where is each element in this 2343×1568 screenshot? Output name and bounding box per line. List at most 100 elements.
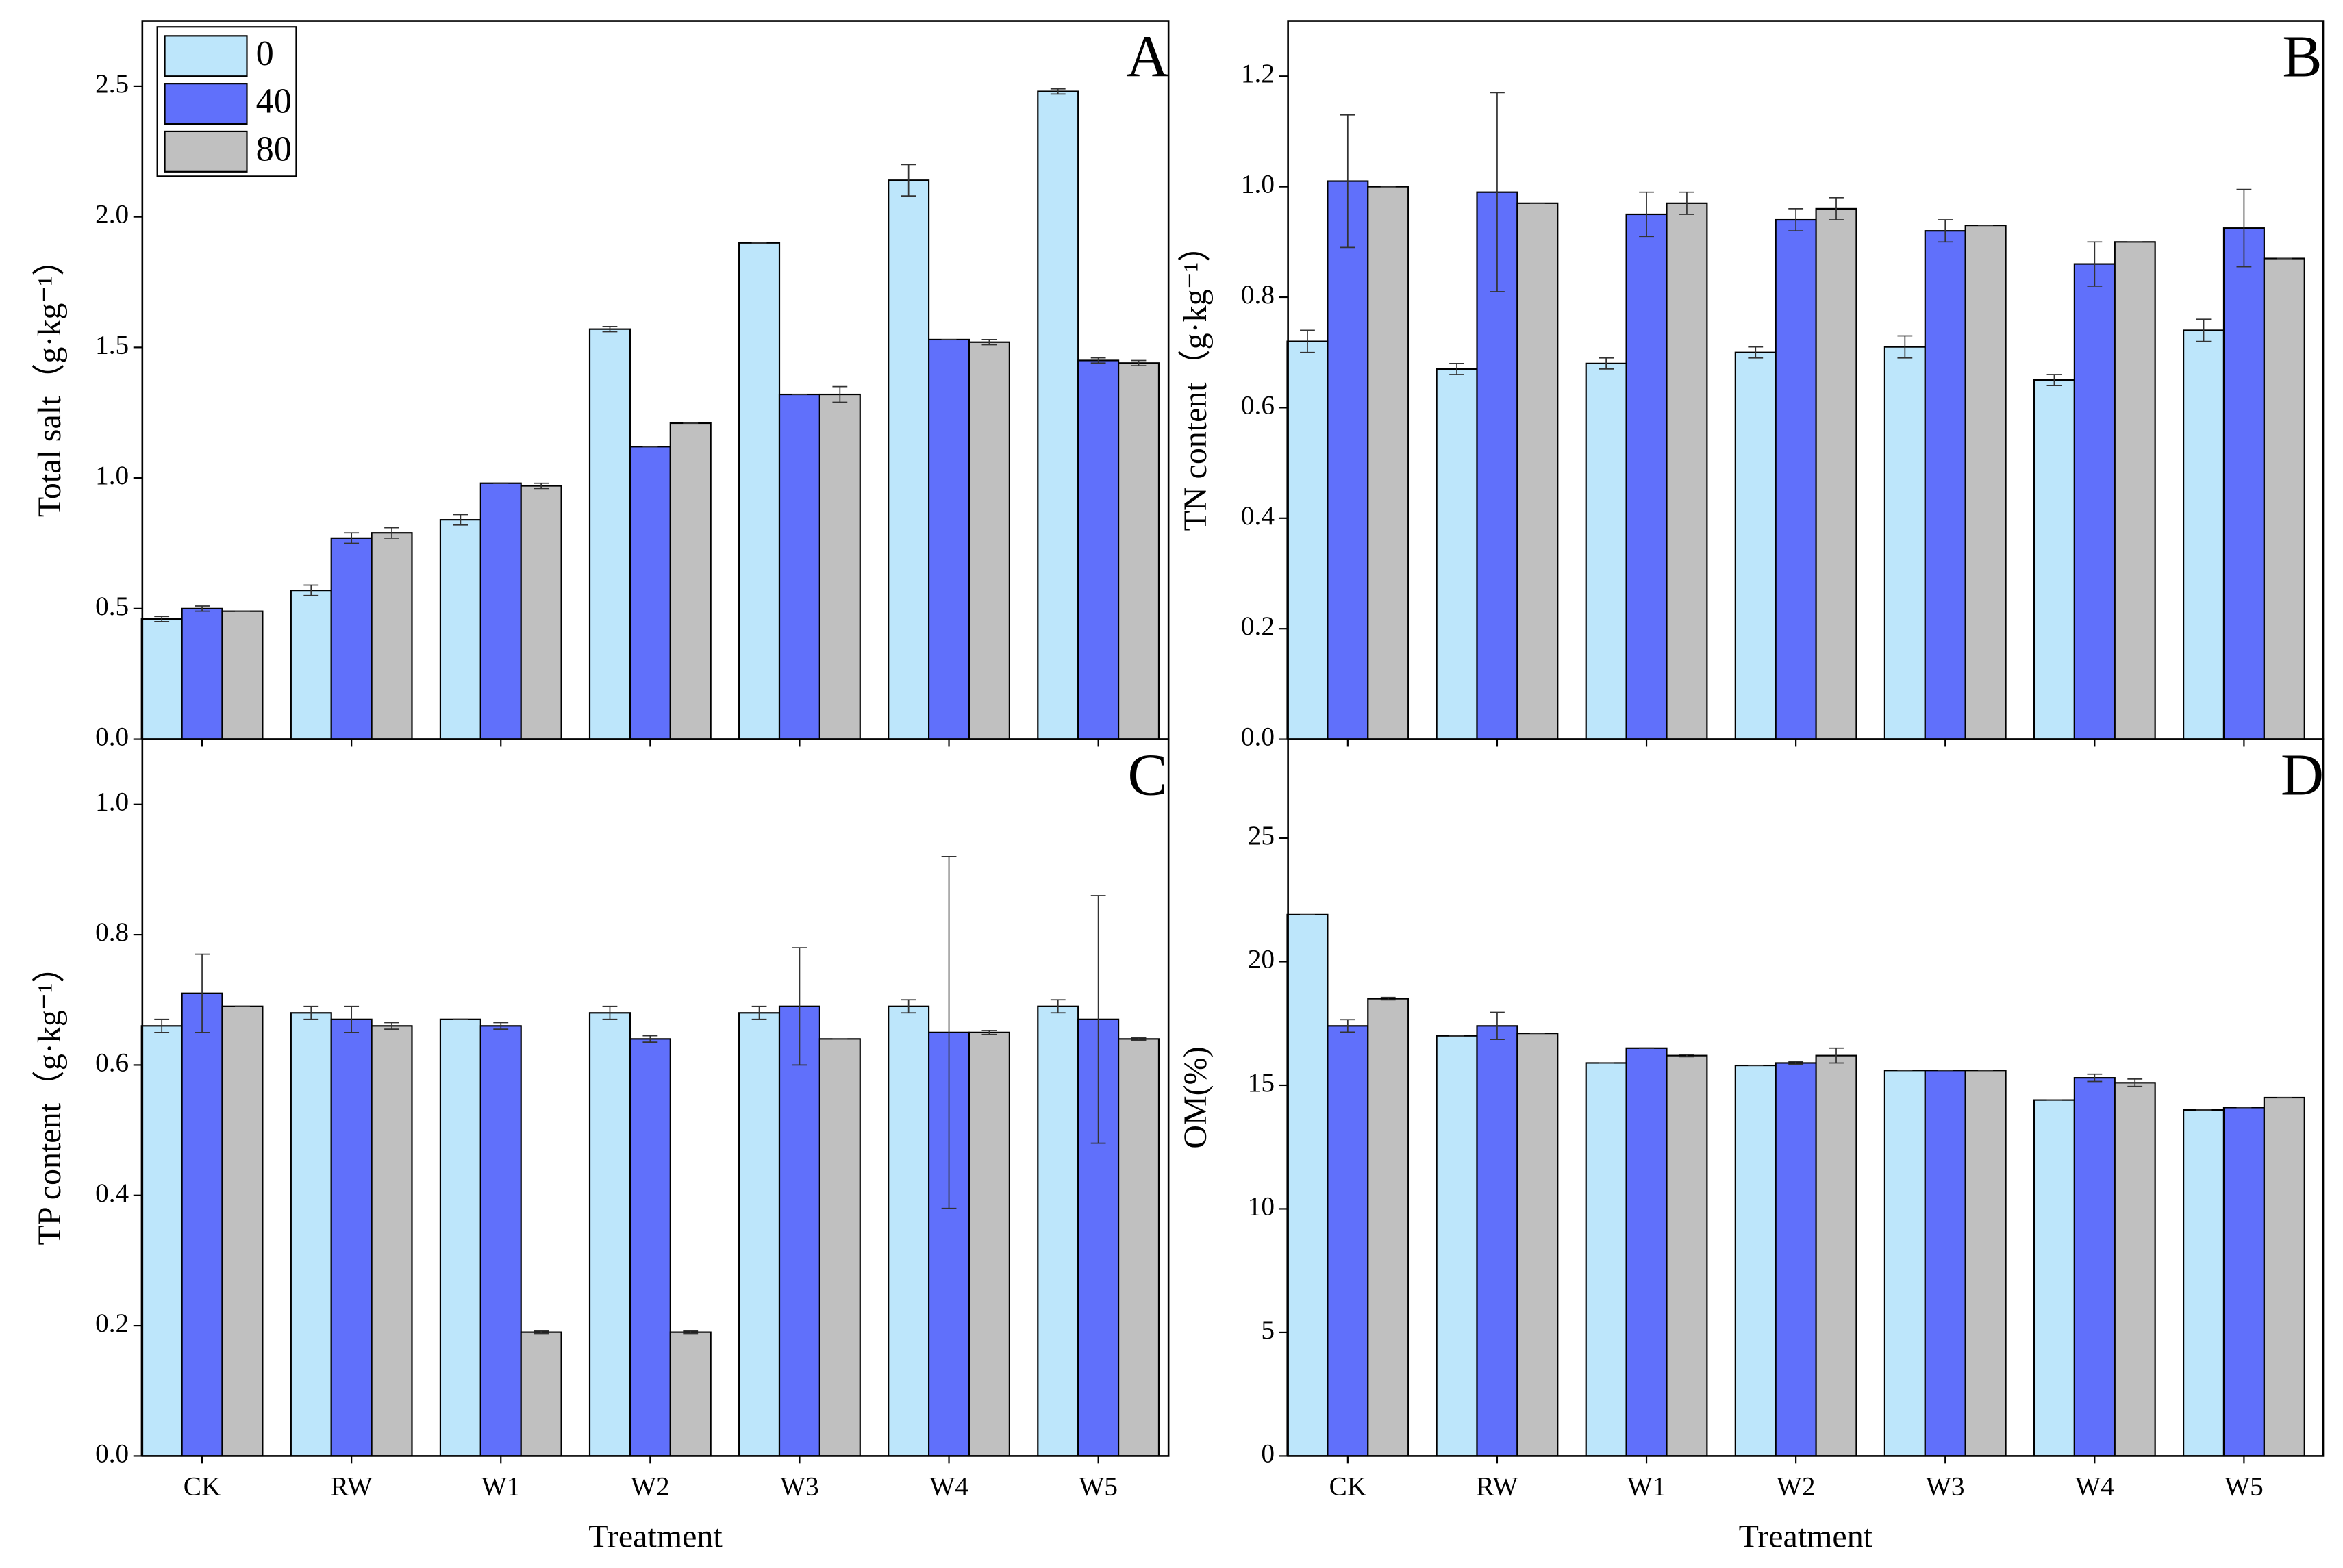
x-tick-label: W1: [1627, 1471, 1666, 1501]
bar: [2183, 329, 2225, 740]
error-bar: [792, 947, 807, 1066]
bar: [181, 992, 223, 1457]
y-tick-label: 0.5: [95, 592, 129, 621]
y-tick-label: 0.8: [1241, 280, 1275, 309]
bar: [290, 1012, 332, 1457]
y-tick-label: 1.2: [1241, 59, 1275, 88]
bar: [2222, 227, 2265, 740]
error-bar: [384, 1022, 399, 1030]
error-bar: [2127, 1078, 2143, 1087]
bar: [1666, 1054, 1708, 1457]
bar: [1286, 340, 1329, 740]
y-tick-label: 2.0: [95, 200, 129, 229]
error-bar: [1748, 346, 1764, 359]
bar: [1775, 218, 1817, 740]
bar: [2073, 263, 2116, 740]
bar: [2033, 379, 2075, 740]
legend-swatch: [164, 130, 248, 173]
y-axis-title: OM(%): [1177, 1046, 1214, 1148]
bar: [1734, 351, 1777, 740]
error-bar: [1050, 999, 1066, 1014]
error-bar: [1829, 197, 1844, 220]
error-bar: [195, 953, 210, 1033]
error-bar: [901, 164, 916, 197]
y-tick-label: 0.2: [95, 1308, 129, 1338]
y-tick-label: 0.2: [1241, 611, 1275, 641]
bar: [778, 1005, 820, 1457]
error-bar: [195, 605, 210, 612]
error-bar: [2087, 241, 2103, 287]
bar: [1037, 1005, 1079, 1457]
x-tick-label: W1: [481, 1471, 521, 1501]
bar: [778, 393, 820, 740]
error-bar: [1090, 357, 1106, 364]
legend-label: 0: [256, 34, 274, 73]
bar: [818, 1038, 861, 1457]
bar: [738, 242, 781, 740]
error-bar: [1639, 191, 1654, 238]
y-tick-label: 1.0: [95, 787, 129, 817]
error-bar: [1490, 92, 1505, 292]
y-tick-label: 25: [1248, 821, 1275, 850]
bar: [439, 519, 481, 740]
y-tick-label: 10: [1248, 1191, 1275, 1221]
x-axis-title: Treatment: [588, 1519, 723, 1555]
error-bar: [303, 584, 319, 596]
bar: [888, 1005, 930, 1457]
error-bar: [303, 1005, 319, 1020]
bar: [588, 1012, 631, 1457]
bar: [1734, 1064, 1777, 1457]
bar: [588, 328, 631, 740]
y-tick-label: 0.6: [95, 1048, 129, 1077]
bar: [1476, 1025, 1518, 1457]
error-bar: [1050, 88, 1066, 95]
error-bar: [602, 1005, 618, 1020]
error-bar: [751, 1005, 767, 1020]
bar: [1077, 359, 1120, 740]
bar: [221, 610, 264, 740]
bar: [629, 1038, 671, 1457]
plot-frame: [141, 738, 1170, 1457]
y-tick-label: 0.4: [1241, 501, 1275, 531]
bar: [371, 532, 413, 740]
x-tick-label: W5: [1079, 1471, 1118, 1501]
bar: [1585, 1062, 1627, 1457]
bar: [669, 1331, 712, 1457]
bar: [371, 1025, 413, 1457]
bar: [1964, 225, 2007, 740]
error-bar: [602, 325, 618, 333]
bar: [140, 618, 183, 740]
y-tick-label: 15: [1248, 1068, 1275, 1098]
bar: [1924, 230, 1966, 740]
plot-frame: [1287, 738, 2325, 1457]
bar: [290, 590, 332, 740]
bar: [1625, 1047, 1668, 1457]
y-tick-label: 0.0: [1241, 722, 1275, 752]
x-tick-label: W2: [631, 1471, 670, 1501]
error-bar: [2046, 374, 2062, 386]
error-bar: [1131, 359, 1147, 366]
bar: [520, 485, 562, 740]
bar: [1327, 180, 1369, 740]
bar: [1883, 1070, 1926, 1457]
y-tick-label: 1.0: [1241, 170, 1275, 199]
y-tick-label: 0.0: [95, 722, 129, 752]
bar: [738, 1012, 781, 1457]
bar: [1883, 346, 1926, 740]
bar: [1815, 207, 1857, 740]
error-bar: [2087, 1073, 2103, 1083]
x-tick-label: CK: [1329, 1471, 1367, 1501]
bar: [2114, 1082, 2156, 1457]
error-bar: [493, 1022, 509, 1030]
error-bar: [534, 1330, 549, 1335]
y-tick-label: 0: [1261, 1439, 1275, 1468]
x-axis-title: Treatment: [1739, 1519, 1873, 1555]
bar: [140, 1025, 183, 1457]
legend-label: 80: [256, 129, 292, 168]
bar: [2114, 241, 2156, 740]
y-tick-label: 20: [1248, 944, 1275, 974]
bar: [2263, 1096, 2305, 1457]
bar: [479, 1025, 522, 1457]
bar: [1666, 202, 1708, 740]
